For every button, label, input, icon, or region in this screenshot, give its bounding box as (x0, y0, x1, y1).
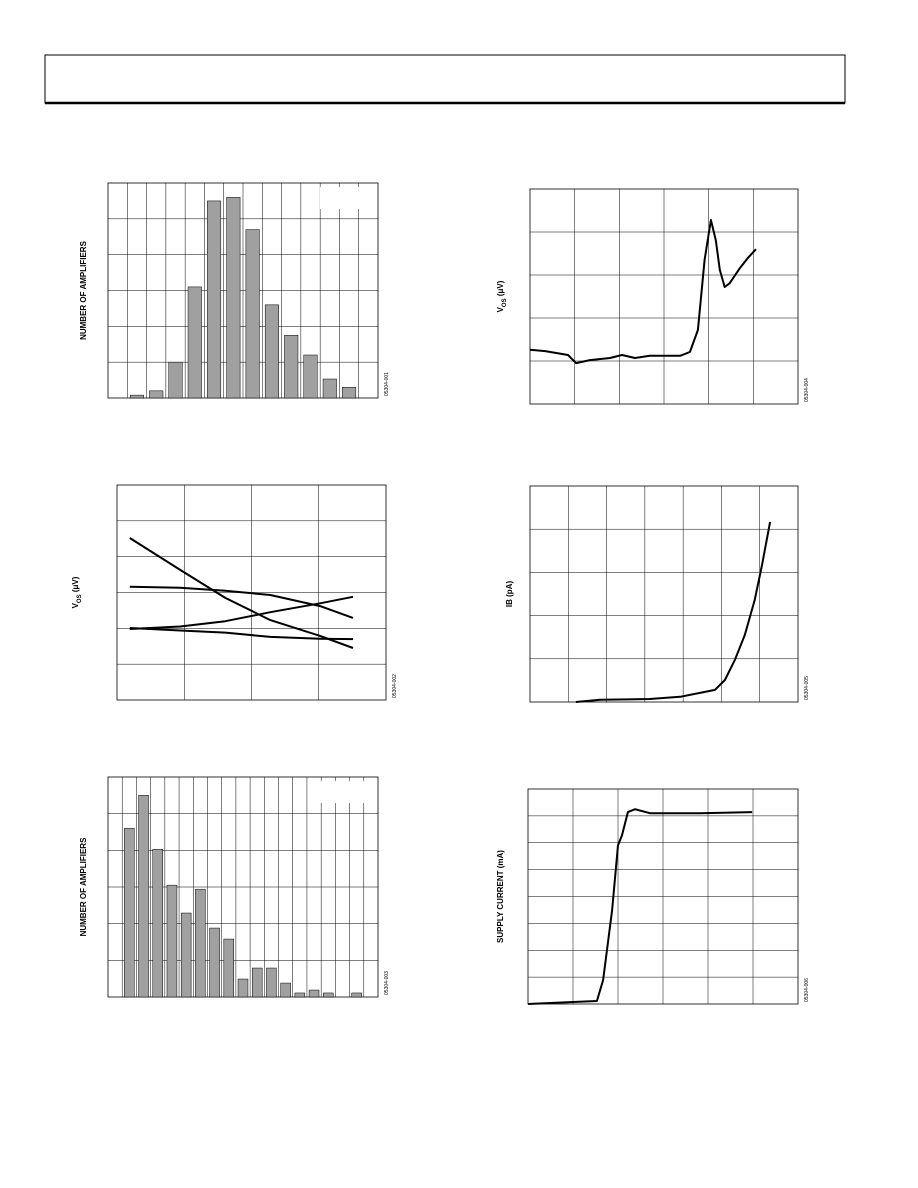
y-axis-label-part: NUMBER OF AMPLIFIERS (79, 240, 88, 339)
bar (284, 335, 299, 399)
y-axis-label-part: (μV) (71, 576, 80, 594)
chart: VOS (μV) 05304-004 (496, 188, 810, 405)
bar (187, 286, 202, 399)
bar (351, 992, 362, 998)
y-axis-label-part: OS (77, 594, 83, 603)
bar (245, 229, 260, 399)
figure-id: 05304-002 (392, 674, 398, 698)
header-box (44, 54, 846, 104)
y-axis-label-part: SUPPLY CURRENT (mA) (496, 850, 505, 943)
bar (237, 978, 249, 998)
y-axis-label-part: OS (502, 298, 508, 307)
chart: NUMBER OF AMPLIFIERS 05304-001 (79, 182, 390, 399)
figure-id: 05304-004 (804, 378, 810, 402)
y-axis-label: IB (pA) (505, 581, 514, 608)
bar (168, 361, 183, 399)
y-axis-label: SUPPLY CURRENT (mA) (496, 850, 505, 943)
bar (322, 378, 337, 399)
legend-box (320, 187, 372, 209)
bar (280, 982, 291, 998)
y-axis-label: VOS (μV) (496, 280, 508, 312)
data-line (129, 627, 354, 641)
figure-id: 05304-005 (804, 676, 810, 700)
bar (138, 795, 149, 998)
bar (264, 304, 279, 399)
figure-id: 05304-001 (384, 372, 390, 396)
bar (294, 992, 306, 998)
bar (342, 387, 357, 399)
bar (303, 354, 318, 399)
chart: IB (pA) 05304-005 (505, 485, 810, 703)
y-axis-label-part: (μV) (496, 280, 505, 298)
data-line (527, 808, 753, 1005)
chart: NUMBER OF AMPLIFIERS 05304-003 (79, 776, 390, 998)
y-axis-label: NUMBER OF AMPLIFIERS (79, 240, 88, 339)
y-axis-label: VOS (μV) (71, 576, 83, 608)
bar (166, 884, 178, 998)
data-line (129, 595, 354, 630)
bar (308, 989, 320, 998)
plot-frame (529, 188, 799, 405)
bar (180, 912, 192, 998)
bar (223, 938, 235, 998)
figure-id: 05304-003 (384, 971, 390, 995)
chart: SUPPLY CURRENT (mA) 05304-006 (496, 788, 810, 1005)
bar (226, 197, 241, 399)
bar (251, 967, 263, 998)
bar (124, 828, 135, 998)
bar (207, 200, 222, 399)
bar (195, 888, 206, 998)
y-axis-label-part: V (496, 306, 505, 312)
data-line (129, 585, 354, 619)
y-axis-label-part: NUMBER OF AMPLIFIERS (79, 837, 88, 936)
chart: VOS (μV) 05304-002 (71, 484, 398, 701)
legend-box (320, 781, 372, 803)
y-axis-label: NUMBER OF AMPLIFIERS (79, 837, 88, 936)
plot-frame (529, 485, 799, 703)
bar (266, 967, 277, 998)
y-axis-label-part: IB (pA) (505, 581, 514, 608)
y-axis-label-part: V (71, 602, 80, 608)
plot-frame (527, 788, 799, 1005)
bar (129, 394, 144, 399)
data-line (575, 521, 772, 703)
figure-id: 05304-006 (804, 978, 810, 1002)
data-line (529, 219, 757, 365)
plot-frame (116, 484, 387, 701)
bar (149, 390, 164, 399)
bar (323, 992, 334, 998)
bar (152, 848, 163, 998)
plot-frame (107, 182, 379, 399)
bar (209, 927, 220, 998)
